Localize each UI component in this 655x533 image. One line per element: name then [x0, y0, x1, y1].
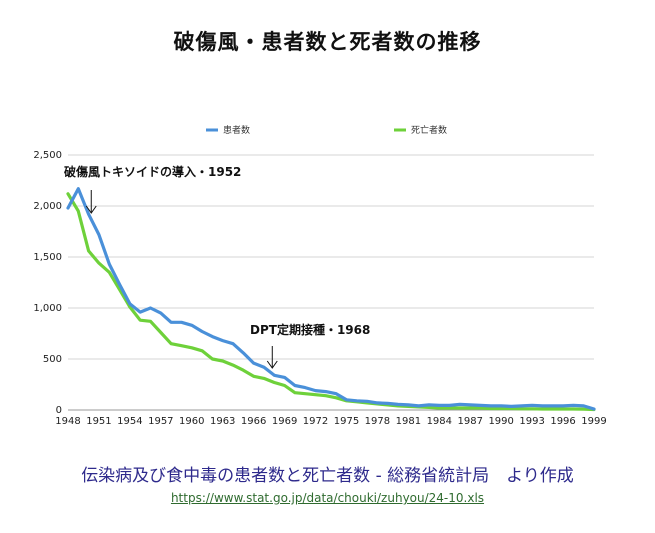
- x-tick-label: 1984: [427, 416, 452, 427]
- y-tick-label: 1,500: [33, 252, 62, 263]
- annotations: 破傷風トキソイドの導入・1952 DPT定期接種・1968: [64, 164, 370, 369]
- x-tick-label: 1975: [334, 416, 359, 427]
- series-line-死亡者数: [66, 192, 596, 412]
- x-axis: 1948 1951 1954 1957 1960 1963 1966 1969 1972 1975…: [55, 416, 606, 427]
- annotation-arrowhead: [85, 205, 97, 214]
- x-tick-label: 1978: [365, 416, 390, 427]
- y-tick-label: 500: [43, 354, 62, 365]
- y-tick-label: 1,000: [33, 303, 62, 314]
- x-tick-label: 1987: [458, 416, 483, 427]
- x-tick-label: 1966: [241, 416, 266, 427]
- x-tick-label: 1969: [272, 416, 297, 427]
- x-tick-label: 1960: [179, 416, 204, 427]
- source-url[interactable]: https://www.stat.go.jp/data/chouki/zuhyo…: [0, 491, 655, 505]
- x-tick-label: 1990: [488, 416, 513, 427]
- grid: [68, 154, 594, 411]
- legend-label: 死亡者数: [411, 124, 447, 136]
- y-tick-label: 0: [56, 405, 62, 416]
- x-tick-label: 1951: [86, 416, 111, 427]
- chart: 0 500 1,000 1,500 2,000 2,500 1948 1951 1954 195…: [33, 124, 606, 427]
- annotation-arrowhead: [266, 360, 278, 369]
- x-tick-label: 1972: [303, 416, 328, 427]
- x-tick-label: 1981: [396, 416, 421, 427]
- y-axis: 0 500 1,000 1,500 2,000 2,500: [33, 150, 62, 416]
- annotation-label: 破傷風トキソイドの導入・1952: [64, 164, 241, 179]
- x-tick-label: 1996: [550, 416, 575, 427]
- y-tick-label: 2,500: [33, 150, 62, 161]
- chart-title: 破傷風・患者数と死者数の推移: [173, 30, 482, 54]
- x-tick-label: 1957: [148, 416, 173, 427]
- x-tick-label: 1999: [581, 416, 606, 427]
- y-tick-label: 2,000: [33, 201, 62, 212]
- x-tick-label: 1993: [519, 416, 544, 427]
- source-url-link[interactable]: https://www.stat.go.jp/data/chouki/zuhyo…: [170, 491, 485, 505]
- legend: 患者数 死亡者数: [206, 124, 447, 136]
- series-lines: [66, 187, 596, 412]
- x-tick-label: 1948: [55, 416, 80, 427]
- legend-label: 患者数: [223, 124, 250, 136]
- x-tick-label: 1954: [117, 416, 142, 427]
- series-line-患者数: [66, 187, 596, 411]
- source-note: 伝染病及び食中毒の患者数と死亡者数 - 総務省統計局 より作成: [81, 466, 574, 486]
- annotation-label: DPT定期接種・1968: [250, 322, 370, 337]
- x-tick-label: 1963: [210, 416, 235, 427]
